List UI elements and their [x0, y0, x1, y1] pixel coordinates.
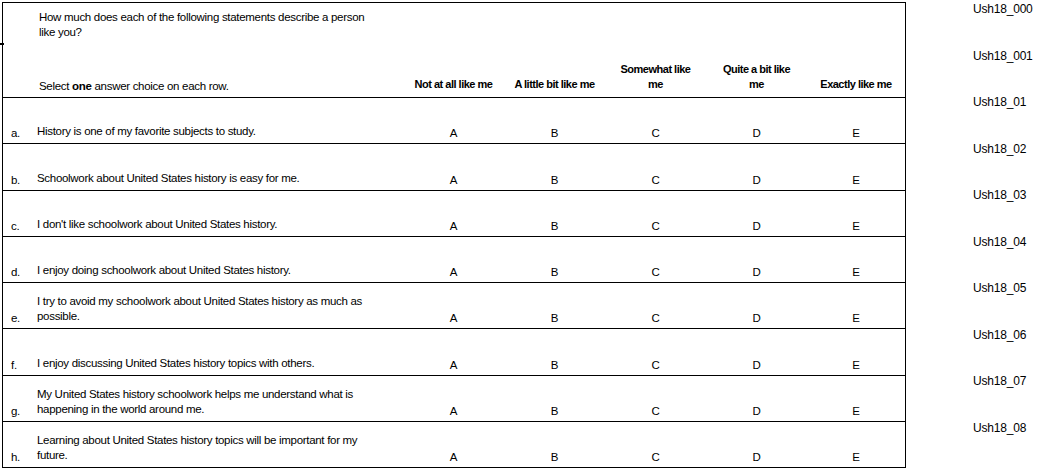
row-letter: g.: [3, 405, 37, 417]
row-statement: I try to avoid my schoolwork about Unite…: [37, 294, 403, 324]
column-header: Somewhat like me: [605, 62, 706, 92]
choice-a[interactable]: A: [403, 127, 504, 139]
choice-a[interactable]: A: [403, 220, 504, 232]
instruction-text: Select one answer choice on each row.: [3, 80, 403, 92]
choice-e[interactable]: E: [807, 312, 905, 324]
variable-label: Ush18_04: [973, 235, 1033, 282]
instruction-bold: one: [72, 80, 92, 92]
row-statement: My United States history schoolwork help…: [37, 387, 403, 417]
choice-e[interactable]: E: [807, 266, 905, 278]
choice-c[interactable]: C: [605, 220, 706, 232]
choice-e[interactable]: E: [807, 220, 905, 232]
column-header: A little bit like me: [504, 77, 605, 92]
choice-b[interactable]: B: [504, 359, 605, 371]
choice-e[interactable]: E: [807, 359, 905, 371]
column-header-row: Select one answer choice on each row. No…: [3, 62, 905, 97]
choice-d[interactable]: D: [706, 127, 807, 139]
choice-b[interactable]: B: [504, 220, 605, 232]
variable-label: Ush18_06: [973, 328, 1033, 375]
choice-c[interactable]: C: [605, 451, 706, 463]
choice-a[interactable]: A: [403, 359, 504, 371]
question-text: How much does each of the following stat…: [39, 10, 364, 40]
table-row: b.Schoolwork about United States history…: [3, 144, 905, 190]
choice-b[interactable]: B: [504, 312, 605, 324]
table-row: d.I enjoy doing schoolwork about United …: [3, 237, 905, 283]
choice-c[interactable]: C: [605, 174, 706, 186]
choice-d[interactable]: D: [706, 359, 807, 371]
variable-label: Ush18_01: [973, 95, 1033, 142]
row-statement: Learning about United States history top…: [37, 433, 403, 463]
choice-a[interactable]: A: [403, 174, 504, 186]
row-letter: b.: [3, 174, 37, 186]
variable-label: Ush18_08: [973, 421, 1033, 468]
choice-e[interactable]: E: [807, 405, 905, 417]
table-body: a.History is one of my favorite subjects…: [3, 98, 905, 467]
choice-e[interactable]: E: [807, 451, 905, 463]
column-header: Quite a bit like me: [706, 62, 807, 92]
table-row: e.I try to avoid my schoolwork about Uni…: [3, 283, 905, 329]
choice-d[interactable]: D: [706, 220, 807, 232]
table-row: c.I don't like schoolwork about United S…: [3, 191, 905, 237]
variable-label: Ush18_001: [973, 49, 1033, 96]
choice-e[interactable]: E: [807, 174, 905, 186]
survey-table: How much does each of the following stat…: [2, 2, 906, 468]
row-statement: Schoolwork about United States history i…: [37, 171, 403, 186]
choice-b[interactable]: B: [504, 174, 605, 186]
choice-c[interactable]: C: [605, 359, 706, 371]
row-statement: I enjoy discussing United States history…: [37, 356, 403, 371]
choice-b[interactable]: B: [504, 127, 605, 139]
choice-a[interactable]: A: [403, 451, 504, 463]
choice-c[interactable]: C: [605, 127, 706, 139]
row-statement: I don't like schoolwork about United Sta…: [37, 217, 403, 232]
choice-c[interactable]: C: [605, 405, 706, 417]
column-header: Not at all like me: [403, 77, 504, 92]
choice-d[interactable]: D: [706, 312, 807, 324]
row-statement: History is one of my favorite subjects t…: [37, 124, 403, 139]
choice-d[interactable]: D: [706, 266, 807, 278]
choice-d[interactable]: D: [706, 451, 807, 463]
row-letter: c.: [3, 220, 37, 232]
table-row: a.History is one of my favorite subjects…: [3, 98, 905, 144]
table-header: How much does each of the following stat…: [3, 3, 905, 98]
variable-label: Ush18_02: [973, 142, 1033, 189]
choice-c[interactable]: C: [605, 312, 706, 324]
table-row: h.Learning about United States history t…: [3, 422, 905, 467]
gridline-artifact: [0, 43, 4, 45]
row-letter: d.: [3, 266, 37, 278]
variable-label: Ush18_07: [973, 374, 1033, 421]
variable-label-column: Ush18_000Ush18_001Ush18_01Ush18_02Ush18_…: [973, 2, 1033, 467]
choice-b[interactable]: B: [504, 266, 605, 278]
choice-d[interactable]: D: [706, 405, 807, 417]
choice-d[interactable]: D: [706, 174, 807, 186]
table-row: f.I enjoy discussing United States histo…: [3, 329, 905, 375]
row-letter: h.: [3, 451, 37, 463]
spreadsheet-canvas: How much does each of the following stat…: [0, 0, 1061, 471]
row-letter: f.: [3, 359, 37, 371]
table-row: g.My United States history schoolwork he…: [3, 376, 905, 422]
variable-label: Ush18_03: [973, 188, 1033, 235]
instruction-prefix: Select: [39, 80, 72, 92]
choice-b[interactable]: B: [504, 405, 605, 417]
variable-label: Ush18_000: [973, 2, 1033, 49]
row-statement: I enjoy doing schoolwork about United St…: [37, 263, 403, 278]
choice-c[interactable]: C: [605, 266, 706, 278]
choice-a[interactable]: A: [403, 266, 504, 278]
choice-b[interactable]: B: [504, 451, 605, 463]
row-letter: a.: [3, 127, 37, 139]
row-letter: e.: [3, 312, 37, 324]
instruction-suffix: answer choice on each row.: [92, 80, 229, 92]
choice-a[interactable]: A: [403, 312, 504, 324]
column-header: Exactly like me: [807, 77, 905, 92]
variable-label: Ush18_05: [973, 281, 1033, 328]
choice-a[interactable]: A: [403, 405, 504, 417]
choice-e[interactable]: E: [807, 127, 905, 139]
